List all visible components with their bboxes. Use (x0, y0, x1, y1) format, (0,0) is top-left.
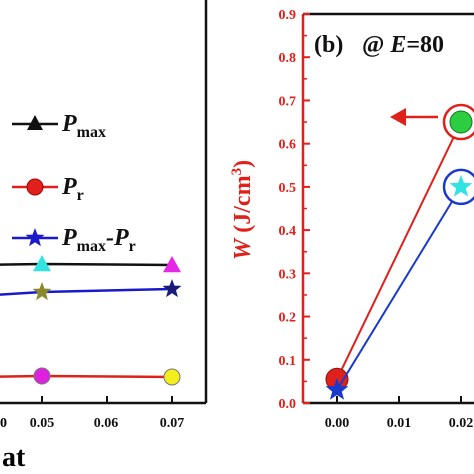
legend-marker-circle (26, 178, 44, 196)
legend-marker-triangle (27, 115, 43, 130)
svg-text:Pr: Pr (61, 174, 84, 204)
legend-label-pmaxpr-mid: -P (106, 225, 129, 251)
right-series-0-point-1 (449, 110, 473, 134)
right-y-tick-label-9: 0.9 (279, 8, 297, 23)
right-series-line-1 (336, 186, 462, 391)
right-series-1-point-0 (325, 378, 349, 400)
left-x-axis-label: at (2, 442, 26, 473)
left-pointing-arrow (390, 108, 438, 126)
right-x-tick-label-1: 0.01 (387, 416, 412, 431)
left-x-tick-label-3: 0.07 (160, 416, 185, 431)
legend-label-pmax-main: P (61, 111, 77, 137)
legend-label-pmax-sub: max (77, 124, 106, 141)
svg-text:Pmax-Pr: Pmax-Pr (61, 225, 136, 255)
right-x-tick-label-0: 0.00 (325, 416, 350, 431)
legend-entry-pr: Pr (12, 174, 84, 204)
left-series-2-point-1 (32, 282, 52, 301)
right-series-1-point-1 (449, 174, 473, 197)
right-y-tick-label-0: 0.0 (279, 397, 297, 412)
right-y-label-unit: (J/cm (230, 175, 256, 232)
right-y-tick-label-5: 0.5 (279, 181, 297, 196)
legend-entry-pmax-pr: Pmax-Pr (12, 225, 136, 255)
left-series-line-2 (0, 287, 173, 296)
left-x-tick-label-0: 0 (0, 416, 7, 431)
annotation-prefix: @ (362, 32, 390, 58)
right-y-tick-label-7: 0.7 (279, 94, 297, 109)
annotation-value: =80 (406, 32, 444, 58)
legend-label-pr-main: P (61, 174, 77, 200)
right-y-tick-label-3: 0.3 (279, 267, 297, 282)
legend-entry-pmax: Pmax (12, 111, 106, 141)
left-series-1-point-2 (163, 368, 181, 386)
left-series-1-point-1 (33, 367, 51, 385)
annotation-var: E (389, 32, 406, 58)
left-series-line-1 (0, 374, 173, 379)
right-panel: 0.0 0.1 0.2 0.3 0.4 0.5 0.6 0.7 0.8 0.9 0.00 0.01 0… (229, 8, 474, 431)
left-panel: 0 0.05 0.06 0.07 at Pmax Pr (0, 0, 208, 473)
legend-label-pmaxpr-sub2: r (129, 238, 136, 255)
legend-label-pmaxpr-main: P (61, 225, 77, 251)
right-y-axis-label: W (J/cm3) (229, 160, 256, 260)
left-series-0-point-1 (33, 255, 51, 272)
right-y-tick-label-1: 0.1 (279, 354, 297, 369)
right-y-tick-label-8: 0.8 (279, 51, 297, 66)
panel-label-b: (b) (314, 32, 343, 58)
right-y-tick-label-2: 0.2 (279, 311, 297, 326)
left-series-0-point-2 (163, 256, 181, 273)
svg-text:Pmax: Pmax (61, 111, 106, 141)
right-y-label-exp: 3 (229, 168, 245, 176)
legend-marker-star (25, 228, 45, 247)
legend: Pmax Pr Pmax-Pr (12, 111, 136, 255)
left-x-tick-label-1: 0.05 (30, 416, 55, 431)
right-y-tick-label-6: 0.6 (279, 138, 297, 153)
panel-annotation: @ E=80 (362, 32, 444, 58)
right-y-label-var: W (230, 237, 256, 260)
right-x-tick-label-2: 0.02 (449, 416, 474, 431)
left-x-tick-label-2: 0.06 (94, 416, 119, 431)
right-series-line-0 (336, 121, 462, 380)
right-y-label-close: ) (230, 160, 256, 168)
left-series-2-point-2 (162, 279, 182, 298)
legend-label-pr-sub: r (77, 187, 84, 204)
right-y-tick-label-4: 0.4 (279, 224, 297, 239)
left-series-line-0 (0, 262, 173, 267)
legend-label-pmaxpr-sub: max (77, 238, 106, 255)
